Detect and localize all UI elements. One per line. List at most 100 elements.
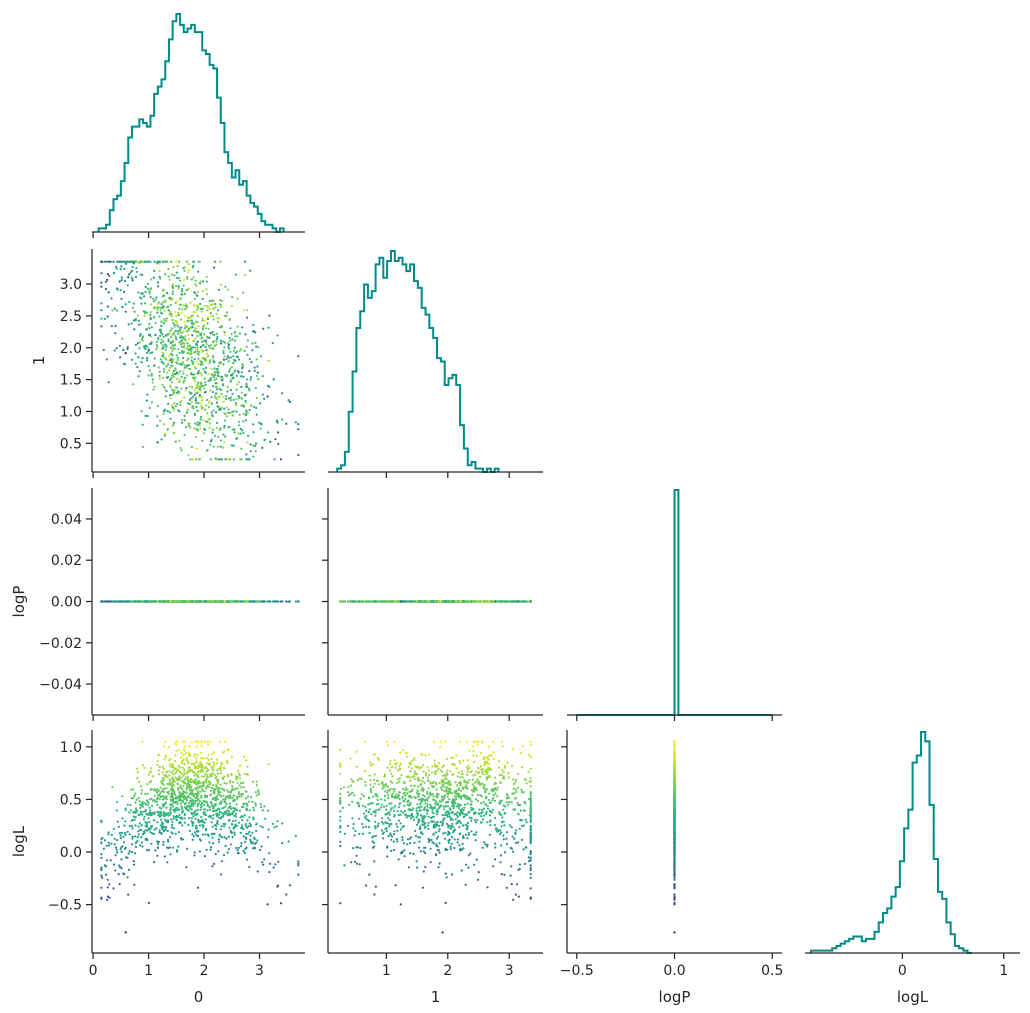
scatter-point xyxy=(245,378,249,381)
scatter-point xyxy=(268,314,271,317)
scatter-point xyxy=(285,600,288,603)
scatter-point xyxy=(203,600,207,603)
scatter-point xyxy=(230,333,233,336)
scatter-point xyxy=(204,420,207,423)
scatter-point xyxy=(154,298,157,301)
histogram-step-line xyxy=(576,489,773,716)
scatter-point xyxy=(183,324,186,327)
scatter-point xyxy=(132,788,135,791)
scatter-point xyxy=(217,365,220,368)
scatter-point xyxy=(252,405,255,408)
scatter-point xyxy=(228,802,232,805)
scatter-point xyxy=(171,298,174,301)
scatter-point xyxy=(233,825,236,829)
scatter-point xyxy=(145,327,148,331)
scatter-point xyxy=(191,334,194,337)
scatter-point xyxy=(124,820,127,823)
scatter-point xyxy=(243,851,246,855)
scatter-point xyxy=(194,399,197,402)
scatter-point xyxy=(248,357,251,361)
scatter-point xyxy=(201,833,204,836)
scatter-point xyxy=(229,327,232,330)
scatter-point xyxy=(187,367,190,370)
scatter-point xyxy=(195,458,198,461)
scatter-point xyxy=(224,285,227,288)
scatter-point xyxy=(211,428,215,431)
scatter-point xyxy=(240,385,243,388)
scatter-point xyxy=(156,260,159,263)
scatter-point xyxy=(178,410,181,413)
scatter-point xyxy=(222,349,225,352)
scatter-point xyxy=(210,411,213,414)
scatter-point xyxy=(163,787,166,790)
scatter-point xyxy=(208,362,211,365)
scatter-points-0-logP xyxy=(100,600,300,603)
scatter-point xyxy=(202,384,205,387)
scatter-point xyxy=(174,772,177,775)
scatter-point xyxy=(151,381,154,384)
scatter-point xyxy=(186,320,189,323)
scatter-point xyxy=(204,383,207,386)
scatter-point xyxy=(212,318,215,321)
scatter-point xyxy=(203,408,206,411)
scatter-point xyxy=(159,419,162,422)
scatter-point xyxy=(147,364,150,368)
scatter-point xyxy=(171,364,174,368)
scatter-point xyxy=(248,370,251,373)
scatter-point xyxy=(237,432,240,435)
scatter-point xyxy=(124,260,127,263)
scatter-point xyxy=(246,819,249,822)
scatter-point xyxy=(236,787,239,790)
scatter-point xyxy=(232,414,235,417)
scatter-point xyxy=(202,419,205,422)
scatter-point xyxy=(234,359,237,363)
scatter-point xyxy=(466,600,469,603)
scatter-point xyxy=(144,829,147,832)
scatter-point xyxy=(227,411,230,414)
scatter-point xyxy=(144,290,147,293)
scatter-point xyxy=(134,801,137,804)
scatter-point xyxy=(189,754,192,757)
scatter-point xyxy=(183,414,186,417)
scatter-point xyxy=(339,600,342,603)
scatter-point xyxy=(166,428,169,431)
scatter-point xyxy=(201,340,204,343)
scatter-point xyxy=(138,780,141,783)
scatter-point xyxy=(245,858,249,861)
scatter-point xyxy=(149,288,152,291)
scatter-point xyxy=(124,833,127,836)
scatter-point xyxy=(190,741,193,744)
scatter-point xyxy=(275,419,278,422)
scatter-point xyxy=(133,328,136,331)
scatter-point xyxy=(234,402,238,405)
scatter-point xyxy=(196,340,199,343)
scatter-point xyxy=(203,803,206,807)
scatter-point xyxy=(181,766,184,769)
scatter-point xyxy=(150,401,154,404)
scatter-point xyxy=(215,332,218,335)
scatter-point xyxy=(214,382,217,385)
scatter-point xyxy=(198,458,201,461)
scatter-point xyxy=(224,805,227,808)
scatter-point xyxy=(167,811,170,815)
scatter-point xyxy=(144,302,147,305)
scatter-point xyxy=(207,401,210,404)
scatter-point xyxy=(157,301,160,304)
scatter-point xyxy=(148,290,151,293)
scatter-point xyxy=(227,360,230,363)
scatter-point xyxy=(170,600,173,603)
scatter-point xyxy=(173,760,176,763)
scatter-point xyxy=(261,375,264,378)
scatter-point xyxy=(240,824,244,827)
scatter-point xyxy=(261,826,264,829)
scatter-point xyxy=(260,355,263,358)
scatter-point xyxy=(124,931,127,934)
scatter-point xyxy=(260,806,263,809)
scatter-point xyxy=(115,848,118,851)
scatter-point xyxy=(138,341,141,344)
scatter-point xyxy=(279,458,283,461)
scatter-point xyxy=(130,269,134,272)
scatter-point xyxy=(181,790,185,793)
scatter-point xyxy=(158,377,162,380)
scatter-point xyxy=(150,374,153,377)
